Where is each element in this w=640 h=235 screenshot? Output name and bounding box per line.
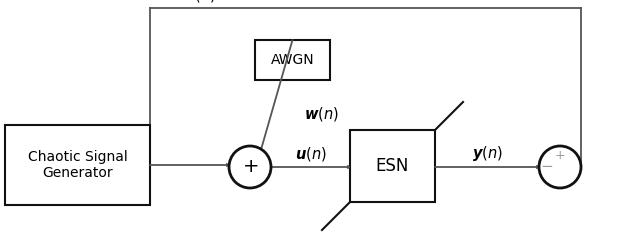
Text: AWGN: AWGN — [271, 53, 314, 67]
Circle shape — [539, 146, 581, 188]
Text: $+$: $+$ — [242, 157, 258, 176]
Bar — [255, 40, 330, 80]
Text: $\boldsymbol{d}(n)$: $\boldsymbol{d}(n)$ — [184, 0, 216, 4]
Text: $\boldsymbol{w}(n)$: $\boldsymbol{w}(n)$ — [305, 105, 339, 123]
Bar — [350, 130, 435, 202]
Circle shape — [229, 146, 271, 188]
Text: $+$: $+$ — [554, 149, 566, 162]
Text: $\boldsymbol{u}(n)$: $\boldsymbol{u}(n)$ — [294, 145, 326, 163]
Text: ESN: ESN — [376, 157, 409, 175]
Text: Chaotic Signal
Generator: Chaotic Signal Generator — [28, 150, 127, 180]
Bar — [5, 125, 150, 205]
Text: $\boldsymbol{y}(n)$: $\boldsymbol{y}(n)$ — [472, 144, 502, 163]
Text: $-$: $-$ — [540, 157, 554, 172]
